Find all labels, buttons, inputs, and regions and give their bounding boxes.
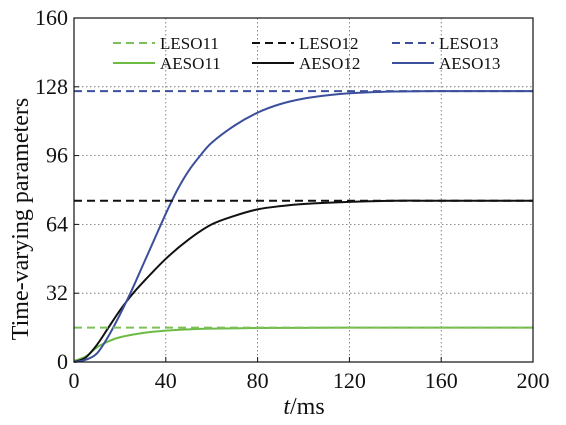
legend-label-aeso11: AESO11: [160, 54, 221, 73]
legend-label-leso11: LESO11: [160, 34, 219, 53]
x-axis-label-unit: /ms: [290, 394, 325, 420]
x-tick-label: 80: [247, 368, 269, 393]
x-axis-label-variable: t: [283, 394, 291, 420]
x-tick-label: 200: [517, 368, 550, 393]
legend: LESO11 LESO12 LESO13 AESO11 AESO12 AESO13: [113, 34, 500, 73]
legend-label-leso13: LESO13: [439, 34, 499, 53]
series-line-aeso13: [73, 90, 534, 363]
legend-label-leso12: LESO12: [299, 34, 359, 53]
x-axis-label: t/ms: [283, 394, 324, 420]
y-tick-label: 32: [46, 280, 68, 305]
y-axis-label: Time-varying parameters: [8, 98, 34, 340]
y-tick-label: 128: [35, 74, 68, 99]
y-tick-label: 64: [46, 211, 68, 236]
x-tick-label: 0: [69, 368, 80, 393]
x-tick-label: 160: [425, 368, 458, 393]
y-tick-label: 160: [35, 5, 68, 30]
series-group: [73, 90, 534, 363]
x-tick-label: 120: [333, 368, 366, 393]
y-tick-label: 96: [46, 143, 68, 168]
tick-group: 0 40 80 120 160 200 0 32 64 96 128 160: [35, 5, 550, 393]
x-tick-label: 40: [155, 368, 177, 393]
grid: [74, 18, 533, 362]
legend-label-aeso13: AESO13: [439, 54, 500, 73]
y-tick-label: 0: [57, 349, 68, 374]
plot-frame: [73, 17, 534, 363]
legend-label-aeso12: AESO12: [299, 54, 360, 73]
